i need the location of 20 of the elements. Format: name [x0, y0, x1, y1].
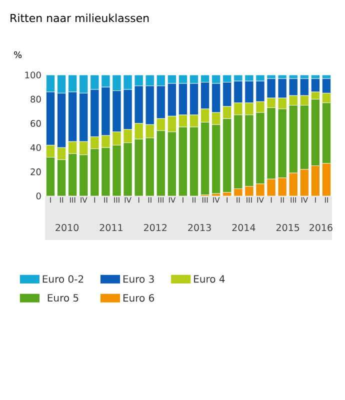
legend-label: Euro 3: [123, 275, 154, 283]
y-axis-title: %: [14, 51, 22, 58]
legend-label: Euro 4: [194, 275, 225, 283]
text: 2014: [232, 224, 256, 232]
text: 2013: [188, 224, 211, 232]
chart-title: Ritten naar milieuklassen: [10, 14, 149, 22]
text: 2011: [100, 224, 122, 232]
legend-label: Euro 0-2: [42, 275, 84, 283]
text: 2010: [56, 224, 79, 232]
text: 2015: [276, 224, 300, 232]
y-tick-label: 60: [30, 120, 41, 127]
text: 2016: [310, 224, 332, 232]
y-tick-label: 100: [25, 72, 41, 78]
y-tick-label: 80: [30, 96, 41, 103]
y-tick-label: 20: [30, 168, 41, 176]
text: 2012: [144, 224, 167, 232]
legend-label: Euro 6: [123, 294, 154, 302]
y-tick-label: 40: [30, 144, 41, 152]
legend-label: Euro 5: [48, 294, 78, 302]
y-tick-label: 0: [36, 192, 41, 200]
